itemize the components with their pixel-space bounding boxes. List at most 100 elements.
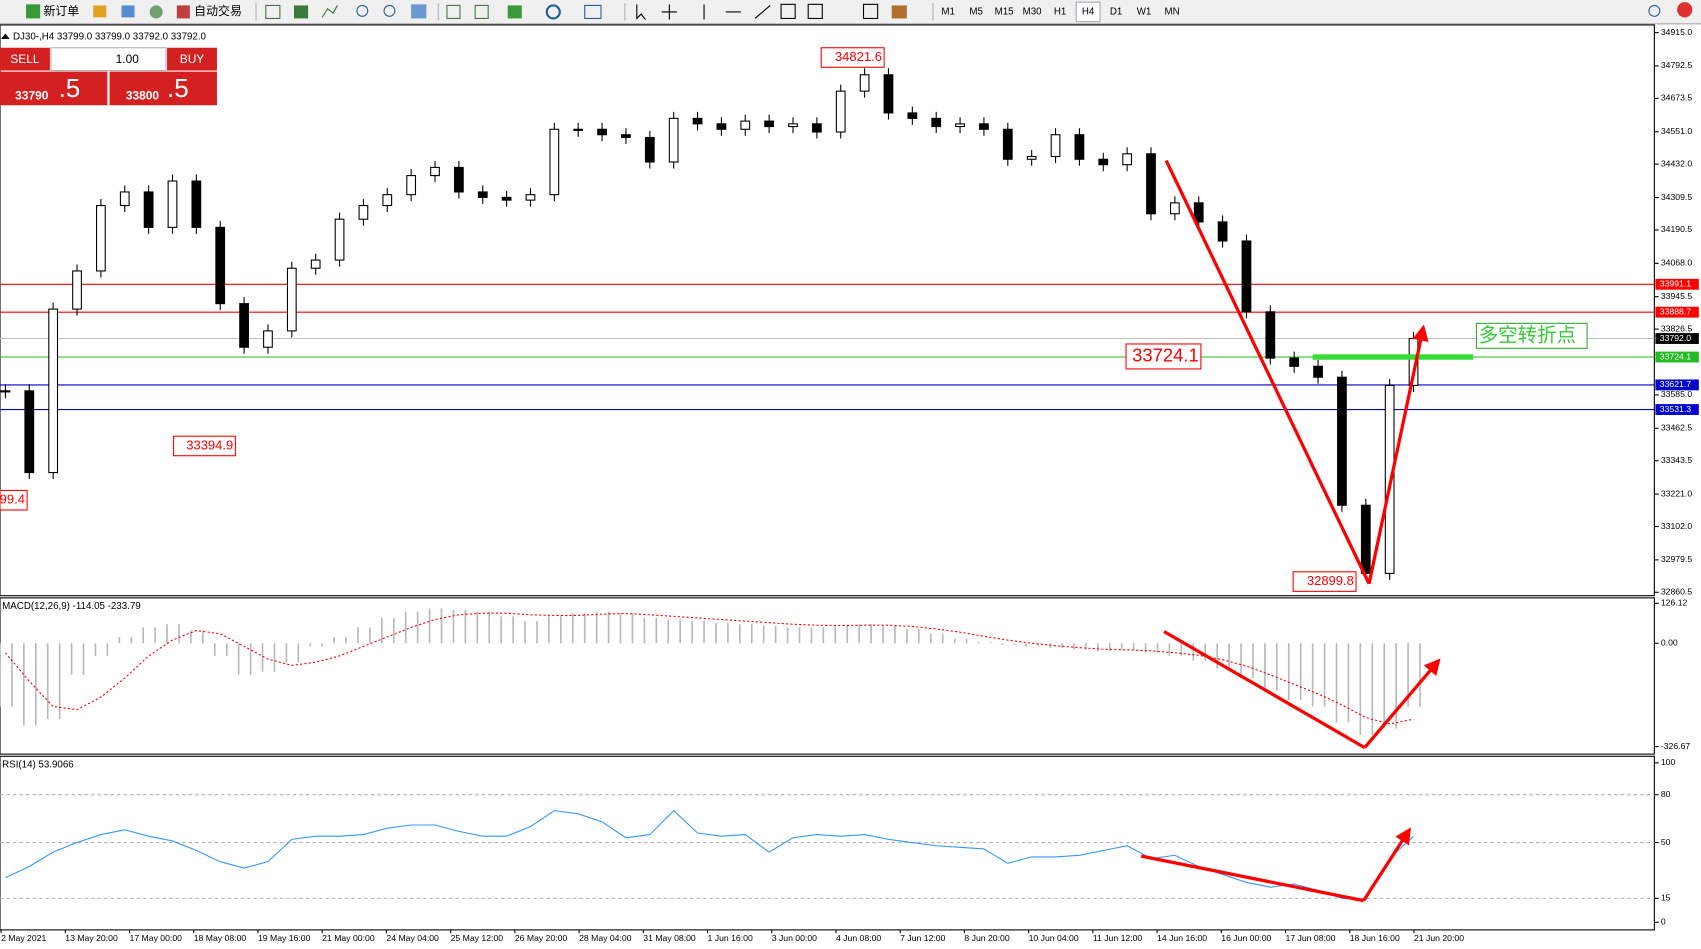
icon[interactable] bbox=[121, 5, 135, 18]
ask-pips[interactable]: .5 bbox=[167, 73, 189, 103]
level-label: 33991.1 bbox=[1660, 279, 1691, 289]
level-tag bbox=[1655, 379, 1699, 391]
header-triangle bbox=[1, 33, 10, 40]
lot-size[interactable]: 1.00 bbox=[116, 52, 140, 66]
rsi-chart: 100 80 50 15 0 2 May 2021 13 May 20:00 17 May 0… bbox=[0, 757, 1675, 943]
tile-icon[interactable] bbox=[411, 4, 427, 19]
fibo-icon[interactable] bbox=[807, 3, 823, 19]
zoom-out-icon[interactable] bbox=[383, 4, 396, 17]
auto-trading-button[interactable]: 自动交易 bbox=[194, 4, 242, 18]
candle bbox=[167, 180, 178, 228]
candle bbox=[286, 267, 297, 332]
candle bbox=[406, 175, 417, 196]
arrows-icon[interactable] bbox=[891, 5, 907, 19]
y-tick-label: 126.12 bbox=[1661, 598, 1688, 608]
candle bbox=[644, 136, 655, 163]
candle-chart-icon[interactable] bbox=[293, 5, 309, 19]
periods-icon[interactable] bbox=[545, 4, 561, 20]
price-annotation-box bbox=[1292, 571, 1357, 592]
y-tick-label: 50 bbox=[1661, 837, 1671, 847]
timeframe-button[interactable]: M1 bbox=[941, 7, 955, 18]
ask-price[interactable]: 33800 bbox=[126, 89, 160, 103]
current-price-label: 33792.0 bbox=[1660, 333, 1691, 343]
bid-price[interactable]: 33790 bbox=[15, 89, 49, 103]
candle bbox=[549, 128, 560, 196]
y-tick-label: 15 bbox=[1661, 893, 1671, 903]
icon[interactable] bbox=[93, 5, 107, 18]
candle bbox=[310, 259, 321, 269]
candle bbox=[263, 330, 273, 348]
notification-icon[interactable] bbox=[1677, 2, 1693, 18]
cursor-icon[interactable] bbox=[636, 4, 646, 20]
y-tick-label: 0 bbox=[1661, 917, 1666, 927]
x-tick-label: 25 May 12:00 bbox=[451, 933, 504, 943]
auto-trading-icon[interactable] bbox=[176, 5, 190, 19]
bid-box[interactable] bbox=[0, 71, 108, 106]
trendline-icon[interactable] bbox=[754, 5, 771, 19]
candle bbox=[96, 205, 106, 272]
timeframe-button[interactable]: M30 bbox=[1023, 7, 1043, 18]
search-icon[interactable] bbox=[1648, 4, 1661, 17]
bid-pips[interactable]: .5 bbox=[59, 73, 81, 103]
icon[interactable] bbox=[149, 5, 163, 19]
candle bbox=[1217, 221, 1228, 242]
candle bbox=[740, 120, 751, 130]
x-tick-label: 17 May 00:00 bbox=[130, 933, 183, 943]
chart-header: DJ30-,H4 33799.0 33799.0 33792.0 33792.0 bbox=[13, 31, 207, 42]
sell-label[interactable]: SELL bbox=[10, 52, 40, 66]
x-tick-label: 7 Jun 12:00 bbox=[900, 933, 945, 943]
price-annotation: 99.4 bbox=[0, 492, 25, 507]
lot-spinner[interactable] bbox=[50, 47, 167, 72]
y-tick-label: 34792.5 bbox=[1661, 60, 1692, 70]
timeframe-button[interactable]: H4 bbox=[1082, 7, 1095, 18]
channel-icon[interactable] bbox=[780, 3, 796, 19]
active-timeframe[interactable] bbox=[1075, 1, 1101, 23]
price-annotation-box bbox=[1125, 343, 1202, 370]
crosshair-icon[interactable] bbox=[661, 4, 677, 20]
zoom-in-icon[interactable] bbox=[356, 4, 369, 17]
scroll-icon[interactable] bbox=[446, 4, 461, 19]
timeframe-button[interactable]: M15 bbox=[995, 7, 1015, 18]
new-order-button[interactable]: 新订单 bbox=[43, 4, 79, 18]
ask-box[interactable] bbox=[109, 71, 217, 106]
line-chart-icon[interactable] bbox=[321, 5, 338, 18]
timeframe-button[interactable]: D1 bbox=[1110, 7, 1122, 18]
candle bbox=[1193, 202, 1204, 223]
y-tick-label: 34551.0 bbox=[1661, 126, 1692, 136]
buy-button[interactable] bbox=[167, 47, 217, 71]
candle bbox=[621, 134, 631, 139]
candle bbox=[334, 218, 345, 261]
y-tick-label: 100 bbox=[1661, 757, 1676, 767]
turning-point-label: 多空转折点 bbox=[1479, 325, 1577, 347]
level-tag bbox=[1655, 351, 1699, 363]
x-tick-label: 10 Jun 04:00 bbox=[1029, 933, 1079, 943]
timeframe-button[interactable]: MN bbox=[1164, 7, 1179, 18]
y-tick-label: 32979.5 bbox=[1661, 554, 1692, 564]
candle bbox=[1098, 158, 1109, 166]
timeframe-button[interactable]: M5 bbox=[969, 7, 983, 18]
y-tick-label: 34915.0 bbox=[1661, 27, 1692, 37]
candle bbox=[1360, 504, 1371, 574]
x-tick-label: 28 May 04:00 bbox=[579, 933, 632, 943]
price-annotation-box bbox=[0, 489, 28, 511]
sell-button[interactable] bbox=[0, 47, 50, 71]
buy-label[interactable]: BUY bbox=[180, 52, 205, 66]
y-tick-label: 32860.5 bbox=[1661, 587, 1692, 597]
indicators-icon[interactable] bbox=[507, 5, 522, 19]
text-icon[interactable] bbox=[862, 3, 879, 19]
candle bbox=[716, 123, 727, 130]
y-tick-label: -326.67 bbox=[1661, 741, 1691, 751]
candle bbox=[477, 191, 488, 198]
timeframe-button[interactable]: H1 bbox=[1054, 7, 1066, 18]
y-tick-label: 34068.0 bbox=[1661, 258, 1692, 268]
templates-icon[interactable] bbox=[584, 4, 602, 19]
timeframe-button[interactable]: W1 bbox=[1137, 7, 1152, 18]
bar-chart-icon[interactable] bbox=[265, 4, 281, 19]
candle bbox=[72, 270, 82, 310]
candle bbox=[119, 191, 130, 207]
shift-icon[interactable] bbox=[474, 4, 489, 19]
price-annotation: 33394.9 bbox=[186, 437, 233, 452]
new-order-icon[interactable] bbox=[26, 4, 41, 19]
